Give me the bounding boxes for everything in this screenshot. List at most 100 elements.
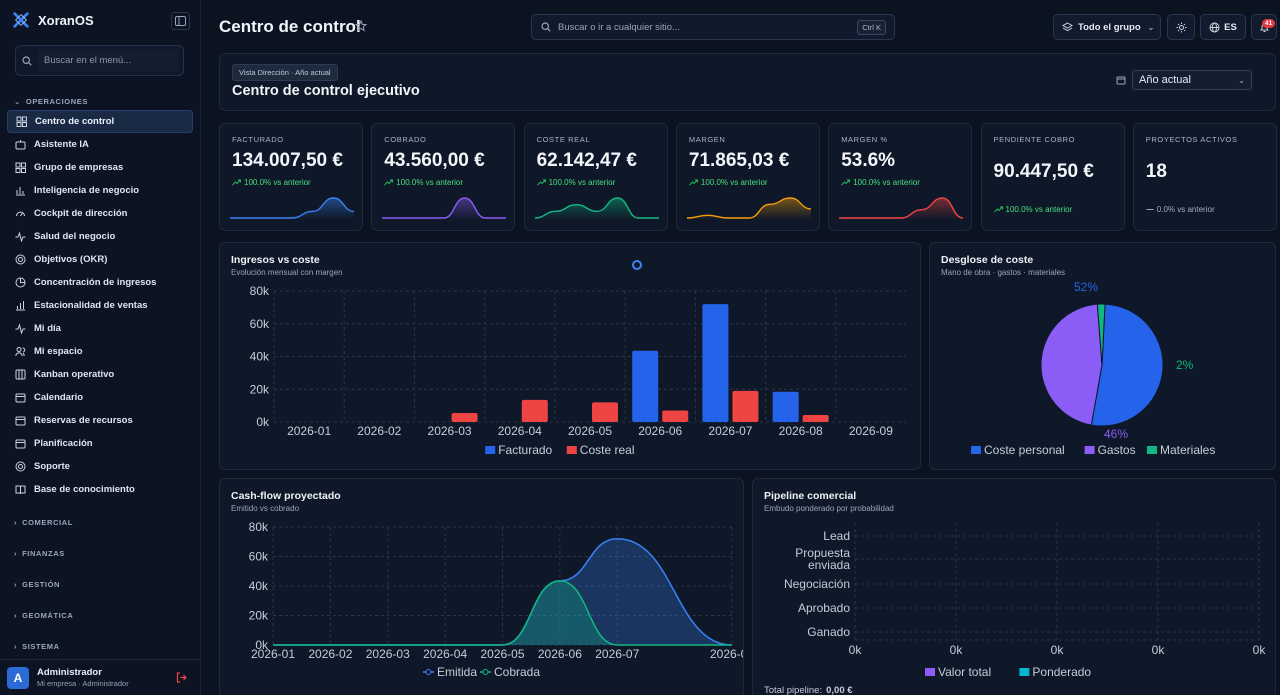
kpi-change-text: 100.0% vs anterior — [700, 178, 768, 187]
group-selector[interactable]: Todo el grupo ⌄ — [1053, 14, 1161, 40]
sparkline-area — [382, 198, 507, 220]
sidebar-item-base-de-conocimiento[interactable]: Base de conocimiento — [7, 478, 193, 501]
sidebar-item-objetivos-okr[interactable]: Objetivos (OKR) — [7, 248, 193, 271]
theme-toggle-button[interactable] — [1167, 14, 1195, 40]
layers-icon — [1062, 21, 1073, 31]
sidebar-item-label: Reservas de recursos — [34, 415, 133, 426]
legend-marker — [482, 669, 489, 675]
sidebar-item-label: Concentración de ingresos — [34, 277, 157, 288]
sidebar-item-mi-d-a[interactable]: Mi día — [7, 317, 193, 340]
sidebar-item-concentraci-n-de-ingresos[interactable]: Concentración de ingresos — [7, 271, 193, 294]
sidebar-item-soporte[interactable]: Soporte — [7, 455, 193, 478]
sidebar-search[interactable]: Buscar en el menú... — [15, 45, 184, 76]
pulse-icon — [15, 231, 26, 242]
sidebar: XoranOS Buscar en el menú... ⌄ OPERACIONE… — [0, 0, 201, 695]
section-finanzas[interactable]: › FINANZAS — [14, 549, 65, 558]
brand[interactable]: XoranOS — [12, 10, 94, 30]
calendar-icon — [15, 439, 26, 449]
sidebar-item-inteligencia-de-negocio[interactable]: Inteligencia de negocio — [7, 179, 193, 202]
kpi-value: 43.560,00 € — [384, 150, 485, 171]
legend-label: Coste real — [580, 443, 635, 457]
kpi-sparkline — [686, 197, 811, 220]
sidebar-item-grupo-de-empresas[interactable]: Grupo de empresas — [7, 156, 193, 179]
y-tick-label: 80k — [250, 284, 270, 298]
kpi-card: COBRADO 43.560,00 € 100.0% vs anterior — [371, 123, 516, 231]
sidebar-search-input[interactable]: Buscar en el menú... — [38, 49, 179, 72]
loading-spinner-icon — [632, 260, 642, 270]
sidebar-item-centro-de-control[interactable]: Centro de control — [7, 110, 193, 133]
x-tick-label: 2026-06 — [538, 647, 582, 661]
period-filter[interactable]: Año actual ⌄ — [1116, 70, 1252, 90]
section-sistema[interactable]: › SISTEMA — [14, 642, 60, 651]
y-category-label: Propuesta enviada — [795, 546, 850, 572]
legend-label: Emitida — [437, 665, 477, 679]
kpi-value: 134.007,50 € — [232, 150, 343, 171]
x-tick-label: 2026-07 — [708, 424, 752, 438]
bar-coste-real — [592, 402, 618, 422]
sidebar-item-kanban-operativo[interactable]: Kanban operativo — [7, 363, 193, 386]
section-label: GEOMÁTICA — [22, 611, 74, 620]
sidebar-item-estacionalidad-de-ventas[interactable]: Estacionalidad de ventas — [7, 294, 193, 317]
sidebar-item-label: Cockpit de dirección — [34, 208, 128, 219]
period-select[interactable]: Año actual ⌄ — [1132, 70, 1252, 90]
section-gestión[interactable]: › GESTIÓN — [14, 580, 60, 589]
sidebar-collapse-button[interactable] — [171, 12, 190, 30]
global-search-input[interactable]: Buscar o ir a cualquier sitio... — [558, 21, 680, 33]
calendar-icon — [15, 416, 26, 426]
global-search[interactable]: Buscar o ir a cualquier sitio... Ctrl K — [531, 14, 895, 40]
section-operaciones[interactable]: ⌄ OPERACIONES — [14, 97, 88, 106]
xoranos-logo-icon — [13, 12, 29, 28]
sparkline-area — [686, 198, 811, 220]
section-label: FINANZAS — [22, 549, 65, 558]
sidebar-item-reservas-de-recursos[interactable]: Reservas de recursos — [7, 409, 193, 432]
user-panel[interactable]: A Administrador Mi empresa · Administrad… — [0, 659, 201, 695]
hero-card: Vista Dirección · Año actual Centro de c… — [219, 53, 1276, 111]
kpi-label: MARGEN % — [841, 135, 888, 144]
sidebar-item-cockpit-de-direcci-n[interactable]: Cockpit de dirección — [7, 202, 193, 225]
sidebar-item-label: Inteligencia de negocio — [34, 185, 140, 196]
x-tick-label: 2026-09 — [710, 647, 743, 661]
section-geomática[interactable]: › GEOMÁTICA — [14, 611, 73, 620]
language-button[interactable]: ES — [1200, 14, 1246, 40]
kpi-value: 90.447,50 € — [993, 161, 1094, 182]
legend-swatch — [925, 668, 935, 676]
panel-left-icon — [175, 16, 186, 26]
kpi-label: COSTE REAL — [536, 135, 591, 144]
view-tag: Vista Dirección · Año actual — [232, 64, 338, 81]
pipeline-chart-title: Pipeline comercial — [764, 490, 857, 502]
kpi-label: PENDIENTE COBRO — [993, 135, 1076, 144]
kpi-sparkline — [839, 197, 964, 220]
sidebar-item-mi-espacio[interactable]: Mi espacio — [7, 340, 193, 363]
chevron-down-icon: ⌄ — [1147, 22, 1155, 32]
x-tick-label: 2026-05 — [568, 424, 612, 438]
sidebar-item-calendario[interactable]: Calendario — [7, 386, 193, 409]
sparkline-line — [534, 197, 659, 219]
bar-coste-real — [802, 414, 829, 422]
pipeline-chart-card: Pipeline comercial Embudo ponderado por … — [752, 478, 1276, 695]
legend-swatch — [1084, 446, 1095, 454]
kpi-change: 100.0% vs anterior — [841, 178, 920, 187]
legend-label: Valor total — [938, 665, 991, 679]
section-label: COMERCIAL — [22, 518, 73, 527]
globe-icon — [1209, 22, 1220, 32]
sidebar-item-salud-del-negocio[interactable]: Salud del negocio — [7, 225, 193, 248]
y-category-label: Negociación — [784, 577, 850, 591]
y-tick-label: 40k — [250, 350, 270, 364]
kpi-card: COSTE REAL 62.142,47 € 100.0% vs anterio… — [523, 123, 668, 231]
main-content: Centro de control Buscar o ir a cualquie… — [201, 0, 1280, 695]
sidebar-item-asistente-ia[interactable]: Asistente IA — [7, 133, 193, 156]
kpi-value: 53.6% — [841, 150, 896, 171]
section-comercial[interactable]: › COMERCIAL — [14, 518, 73, 527]
x-tick-label: 2026-05 — [480, 647, 524, 661]
cashflow-chart-card: Cash-flow proyectado Emitido vs cobrado … — [219, 478, 744, 695]
kpi-change-text: 100.0% vs anterior — [853, 178, 920, 187]
logout-icon[interactable] — [176, 672, 187, 683]
sidebar-item-planificaci-n[interactable]: Planificación — [7, 432, 193, 455]
app-name: XoranOS — [38, 12, 94, 28]
section-label: SISTEMA — [22, 642, 60, 651]
x-tick-label: 0k — [950, 643, 964, 657]
legend-label: Cobrada — [494, 665, 540, 679]
legend-swatch — [1019, 668, 1030, 676]
x-tick-label: 2026-02 — [308, 647, 352, 661]
favorite-star-icon[interactable] — [355, 20, 367, 32]
